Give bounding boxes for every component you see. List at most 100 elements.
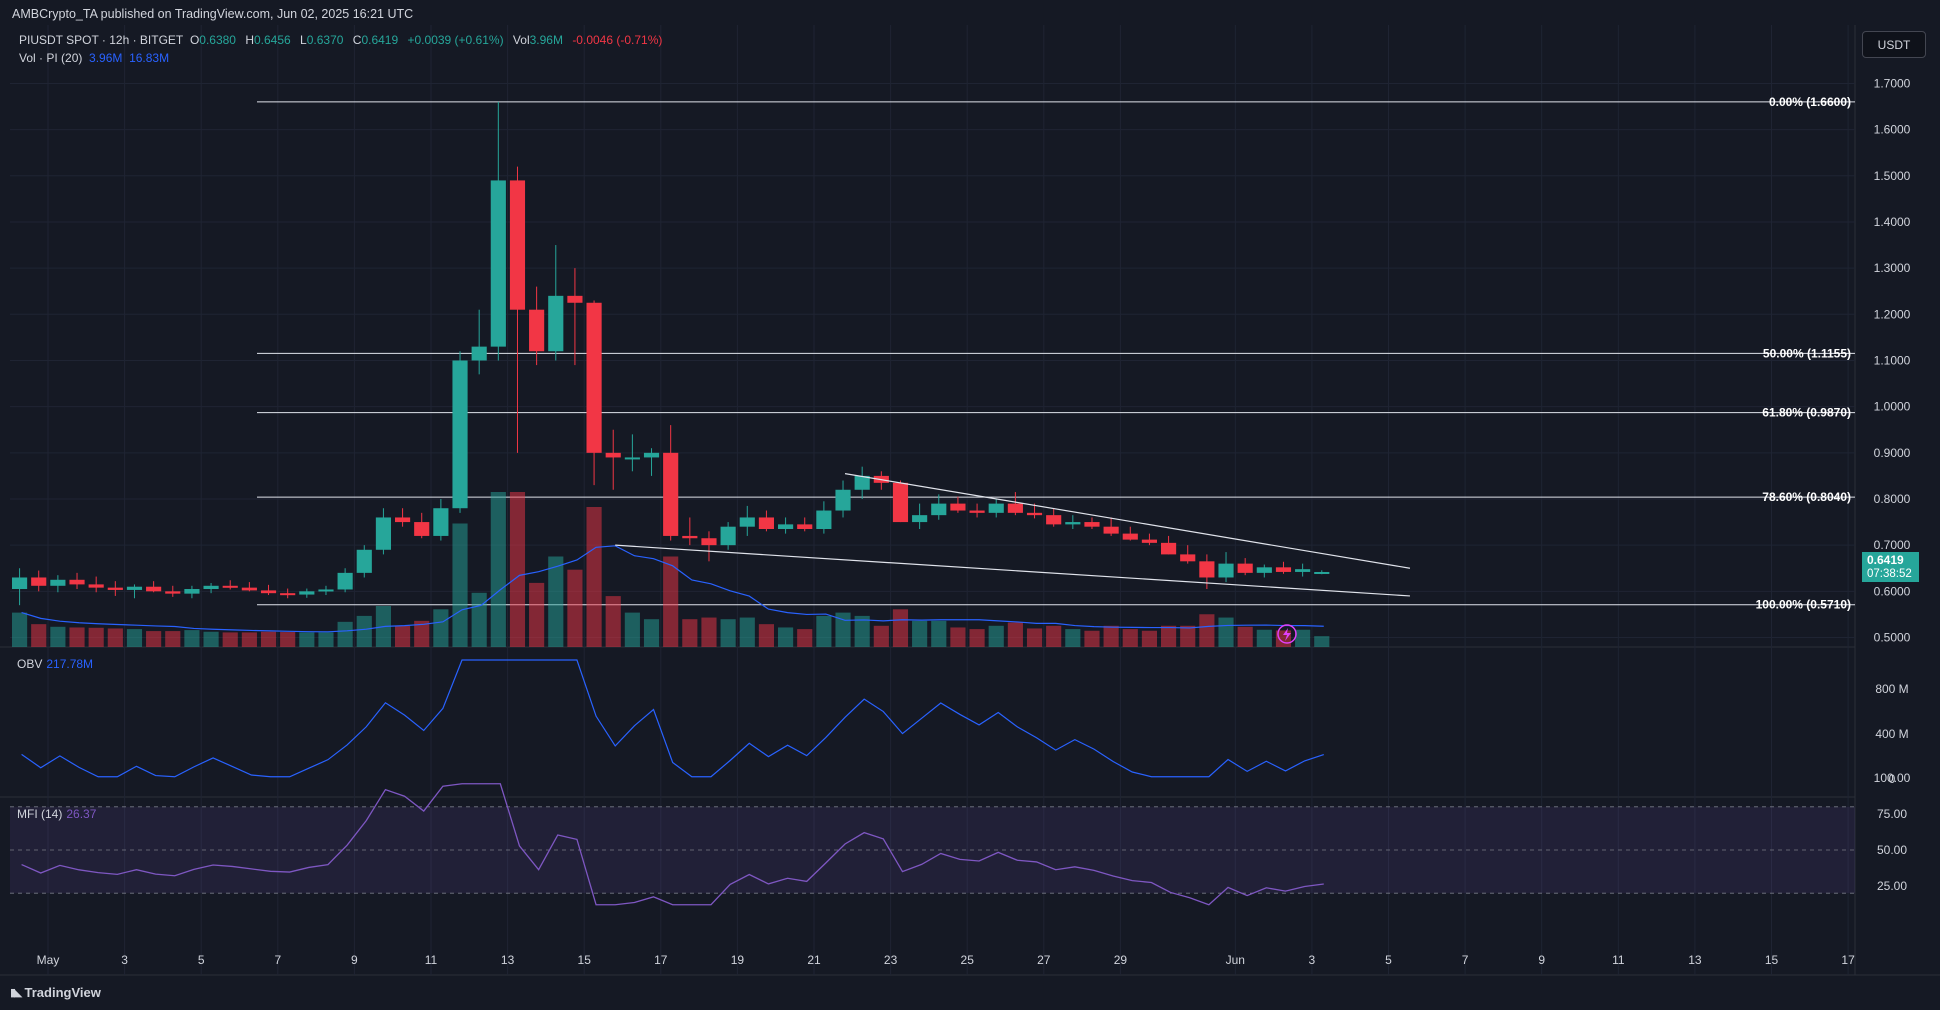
- trendlines: [615, 473, 1411, 597]
- vol-key: Vol: [512, 33, 530, 47]
- fib-label: 78.60% (0.8040): [1762, 490, 1851, 504]
- volume-bar: [605, 596, 621, 647]
- candle-body: [1103, 526, 1119, 534]
- tradingview-logo[interactable]: ▮◣ TradingView: [10, 985, 101, 1000]
- volume-bar: [1180, 625, 1196, 647]
- y-tick-label: 1.4000: [1874, 215, 1911, 229]
- candle-body: [1122, 533, 1138, 540]
- volume-bar: [260, 631, 277, 647]
- volume-bar: [509, 492, 526, 647]
- volume-bar: [222, 632, 238, 647]
- volume-bar: [950, 627, 966, 647]
- candle-body: [241, 587, 257, 591]
- volume-bar: [854, 615, 870, 647]
- volume-bar: [586, 507, 602, 647]
- last-price: 0.6419: [1867, 553, 1904, 567]
- y-tick-label: 1.6000: [1874, 123, 1911, 137]
- mfi-pane: 100.00 75.00 50.00 25.00: [10, 771, 1911, 906]
- candle-body: [107, 587, 123, 590]
- currency-button[interactable]: USDT: [1862, 31, 1926, 58]
- obv-legend[interactable]: OBV 217.78M: [17, 657, 93, 671]
- volume-bar: [1084, 630, 1100, 647]
- obv-tick-label: 800 M: [1875, 682, 1908, 696]
- candle-body: [1275, 567, 1292, 572]
- x-tick-label: 17: [1841, 953, 1855, 967]
- candle-body: [184, 589, 200, 594]
- candle-body: [1180, 554, 1196, 562]
- symbol-title: PIUSDT SPOT · 12h · BITGET: [19, 33, 184, 47]
- volume-bar: [165, 631, 181, 647]
- x-tick-label: 11: [425, 953, 438, 967]
- brand-label: TradingView: [24, 985, 101, 1000]
- candle-body: [969, 510, 985, 513]
- volume-bar: [1103, 625, 1119, 647]
- candle-body: [988, 503, 1004, 513]
- price-axis: 1.7000 1.6000 1.5000 1.4000 1.3000 1.2000 1.10…: [1874, 76, 1911, 644]
- candle-body: [586, 302, 602, 453]
- volume-bar: [203, 631, 219, 647]
- volume-bar: [548, 556, 564, 647]
- x-tick-label: 15: [578, 953, 592, 967]
- y-tick-label: 0.9000: [1874, 446, 1911, 460]
- mfi-tick-label: 75.00: [1877, 807, 1907, 821]
- volume-bar: [471, 592, 487, 647]
- candles: [12, 101, 1330, 606]
- candle-body: [222, 585, 238, 588]
- candle-body: [682, 535, 698, 539]
- volume-bar: [241, 632, 257, 647]
- y-tick-label: 1.3000: [1874, 261, 1911, 275]
- y-tick-label: 0.5000: [1874, 631, 1911, 645]
- candle-body: [88, 584, 104, 588]
- change-value: +0.0039 (+0.61%): [407, 33, 504, 47]
- volume-bar: [1199, 614, 1215, 647]
- trendline: [615, 544, 1410, 597]
- candle-body: [1161, 542, 1177, 555]
- volume-bar: [912, 620, 928, 647]
- volume-legend[interactable]: Vol · PI (20) 3.96M 16.83M: [19, 51, 169, 65]
- candle-body: [701, 538, 717, 546]
- tradingview-icon: ▮◣: [10, 987, 22, 999]
- mfi-tick-label: 50.00: [1877, 843, 1907, 857]
- candle-body: [50, 579, 66, 586]
- y-tick-label: 1.0000: [1874, 400, 1911, 414]
- candle-body: [1046, 515, 1062, 525]
- volume-value-2: 16.83M: [129, 51, 170, 65]
- volume-bar: [31, 624, 47, 647]
- volume-bar: [739, 617, 755, 647]
- volume-bar: [624, 612, 640, 647]
- volume-bar: [567, 569, 583, 647]
- volume-bar: [69, 627, 85, 647]
- y-tick-label: 1.2000: [1874, 307, 1911, 321]
- x-tick-label: 25: [961, 953, 975, 967]
- volume-bar: [50, 626, 66, 647]
- candle-body: [1007, 503, 1023, 513]
- vol-value: 3.96M: [529, 33, 563, 47]
- obv-line: [21, 659, 1324, 778]
- candle-body: [912, 515, 928, 523]
- fib-label: 61.80% (0.9870): [1762, 406, 1851, 420]
- fib-label: 100.00% (0.5710): [1756, 598, 1851, 612]
- obv-label: OBV: [17, 657, 43, 671]
- candle-body: [260, 590, 277, 594]
- volume-bar: [1256, 629, 1272, 647]
- candle-body: [758, 517, 774, 530]
- fib-label: 0.00% (1.6600): [1769, 95, 1851, 109]
- symbol-legend[interactable]: PIUSDT SPOT · 12h · BITGET O0.6380 H0.64…: [19, 33, 662, 47]
- x-tick-label: 11: [1612, 953, 1625, 967]
- candle-body: [299, 591, 315, 595]
- obv-value: 217.78M: [46, 657, 94, 671]
- y-tick-label: 1.1000: [1874, 353, 1911, 367]
- volume-bar: [682, 619, 698, 647]
- candle-body: [356, 549, 372, 573]
- candle-body: [337, 572, 353, 590]
- candle-body: [1141, 539, 1157, 543]
- volume-bar: [1237, 626, 1253, 647]
- mfi-legend[interactable]: MFI (14) 26.37: [17, 807, 96, 821]
- alert-icon[interactable]: [1277, 624, 1297, 644]
- fib-label: 50.00% (1.1155): [1763, 346, 1851, 360]
- x-tick-label: 7: [274, 953, 281, 967]
- volume-bar: [184, 630, 200, 647]
- volume-bar: [318, 632, 334, 647]
